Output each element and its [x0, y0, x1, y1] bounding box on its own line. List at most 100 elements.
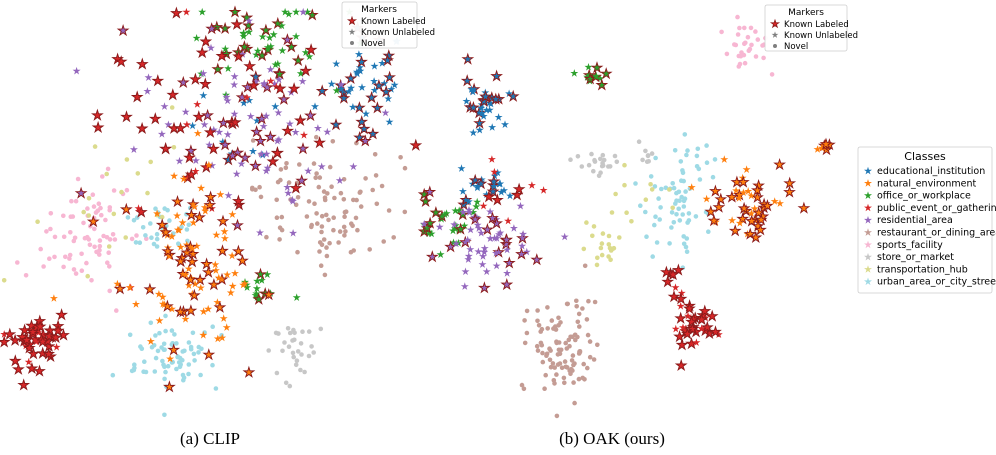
- novel-point-restaurant-or-dining-area: [309, 224, 314, 230]
- svg-text:Known Labeled: Known Labeled: [361, 17, 426, 27]
- novel-point-urban-area-or-city-street: [143, 233, 148, 238]
- known-labeled-point-natural-environment: [209, 280, 219, 289]
- novel-point-restaurant-or-dining-area: [319, 229, 324, 235]
- novel-point-restaurant-or-dining-area: [327, 240, 332, 246]
- known-labeled-point-natural-environment: [799, 203, 809, 212]
- novel-point-restaurant-or-dining-area: [297, 162, 302, 167]
- novel-point-store-or-market: [600, 163, 606, 168]
- novel-point-restaurant-or-dining-area: [535, 308, 540, 313]
- novel-point-urban-area-or-city-street: [167, 218, 172, 223]
- known-labeled-point-public-event-or-gathering: [57, 310, 67, 319]
- known-unlabeled-point-natural-environment: [193, 129, 202, 137]
- novel-point-urban-area-or-city-street: [163, 369, 168, 375]
- classes-legend-label: restaurant_or_dining_area: [877, 228, 996, 239]
- known-unlabeled-point-natural-environment: [184, 264, 193, 273]
- novel-point-store-or-market: [287, 383, 293, 389]
- known-labeled-point-educational-institution: [357, 57, 367, 66]
- svg-text:Known Unlabeled: Known Unlabeled: [784, 31, 858, 41]
- known-labeled-point-residential-area: [251, 161, 261, 170]
- known-labeled-point-public-event-or-gathering: [190, 74, 200, 83]
- novel-point-restaurant-or-dining-area: [519, 382, 525, 388]
- novel-point-restaurant-or-dining-area: [257, 184, 262, 190]
- novel-point-restaurant-or-dining-area: [543, 372, 548, 378]
- novel-point-sports-facility: [67, 252, 73, 258]
- known-labeled-point-residential-area: [256, 136, 266, 145]
- novel-point-restaurant-or-dining-area: [295, 249, 300, 255]
- novel-point-store-or-market: [589, 151, 594, 157]
- novel-point-transportation-hub: [35, 219, 40, 224]
- novel-point-urban-area-or-city-street: [669, 225, 674, 230]
- novel-point-sports-facility: [79, 268, 85, 274]
- novel-point-sports-facility: [67, 256, 72, 261]
- known-unlabeled-point-residential-area: [266, 65, 275, 73]
- known-unlabeled-point-residential-area: [232, 169, 241, 178]
- novel-point-sports-facility: [48, 211, 54, 216]
- novel-point-sports-facility: [90, 192, 96, 197]
- known-labeled-point-public-event-or-gathering: [272, 148, 282, 157]
- known-labeled-point-public-event-or-gathering: [232, 19, 242, 28]
- novel-point-urban-area-or-city-street: [191, 351, 197, 357]
- known-labeled-point-residential-area: [186, 146, 196, 155]
- known-unlabeled-point-residential-area: [223, 130, 232, 138]
- caption-oak: (b) OAK (ours): [559, 429, 665, 448]
- novel-point-restaurant-or-dining-area: [326, 217, 331, 223]
- svg-text:Known Labeled: Known Labeled: [784, 20, 849, 30]
- known-labeled-point-educational-institution: [385, 72, 395, 81]
- known-labeled-point-public-event-or-gathering: [201, 36, 211, 45]
- novel-point-store-or-market: [598, 156, 603, 162]
- novel-point-urban-area-or-city-street: [188, 346, 194, 352]
- novel-point-urban-area-or-city-street: [153, 355, 159, 361]
- known-labeled-point-educational-institution: [475, 118, 485, 127]
- novel-point-restaurant-or-dining-area: [350, 223, 355, 229]
- known-labeled-point-natural-environment: [186, 210, 196, 219]
- known-unlabeled-point-natural-environment: [132, 300, 140, 308]
- novel-point-urban-area-or-city-street: [141, 369, 146, 375]
- novel-point-restaurant-or-dining-area: [564, 365, 570, 370]
- novel-point-sports-facility: [735, 14, 740, 20]
- known-labeled-point-public-event-or-gathering: [514, 184, 524, 193]
- novel-point-sports-facility: [745, 34, 751, 40]
- novel-point-restaurant-or-dining-area: [331, 215, 337, 220]
- novel-point-restaurant-or-dining-area: [316, 184, 322, 190]
- novel-point-urban-area-or-city-street: [125, 215, 131, 220]
- novel-point-sports-facility: [99, 212, 104, 218]
- known-unlabeled-point-educational-institution: [199, 91, 208, 99]
- novel-point-store-or-market: [293, 362, 299, 368]
- novel-point-transportation-hub: [171, 145, 177, 150]
- known-unlabeled-point-public-event-or-gathering: [671, 324, 680, 333]
- novel-point-urban-area-or-city-street: [693, 214, 699, 219]
- novel-point-store-or-market: [598, 170, 603, 175]
- novel-point-restaurant-or-dining-area: [545, 305, 550, 310]
- known-labeled-point-natural-environment: [218, 246, 228, 255]
- known-unlabeled-point-natural-environment: [155, 316, 164, 325]
- novel-point-store-or-market: [614, 159, 620, 165]
- novel-point-restaurant-or-dining-area: [586, 298, 591, 304]
- novel-point-sports-facility: [72, 235, 78, 241]
- known-unlabeled-point-natural-environment: [211, 260, 220, 269]
- novel-point-urban-area-or-city-street: [673, 201, 678, 206]
- novel-point-urban-area-or-city-street: [681, 198, 687, 204]
- novel-point-urban-area-or-city-street: [682, 132, 688, 137]
- novel-point-transportation-hub: [85, 273, 90, 279]
- markers-legend-entry-known-labeled: Known Labeled: [769, 18, 849, 30]
- known-labeled-point-public-event-or-gathering: [153, 76, 163, 85]
- novel-point-transportation-hub: [622, 162, 627, 168]
- known-unlabeled-point-residential-area: [256, 228, 264, 237]
- novel-point-restaurant-or-dining-area: [283, 165, 289, 171]
- scatter-panel-clip: [0, 7, 421, 418]
- novel-point-sports-facility: [106, 250, 111, 255]
- known-labeled-point-public-event-or-gathering: [92, 110, 102, 119]
- novel-point-transportation-hub: [581, 246, 587, 252]
- markers-legend-entry-known-labeled: Known Labeled: [346, 15, 426, 27]
- novel-point-store-or-market: [295, 349, 301, 354]
- svg-text:Novel: Novel: [784, 42, 808, 52]
- known-labeled-point-office-or-workplace: [220, 23, 230, 32]
- known-labeled-point-educational-institution: [354, 103, 364, 112]
- known-unlabeled-point-educational-institution: [384, 94, 393, 103]
- known-unlabeled-point-residential-area: [509, 224, 518, 232]
- novel-point-urban-area-or-city-street: [706, 229, 711, 234]
- novel-point-transportation-hub: [643, 197, 649, 202]
- novel-point-sports-facility: [124, 187, 130, 193]
- markers-legend-entry-known-unlabeled: Known Unlabeled: [771, 31, 858, 41]
- known-unlabeled-point-public-event-or-gathering: [182, 7, 191, 16]
